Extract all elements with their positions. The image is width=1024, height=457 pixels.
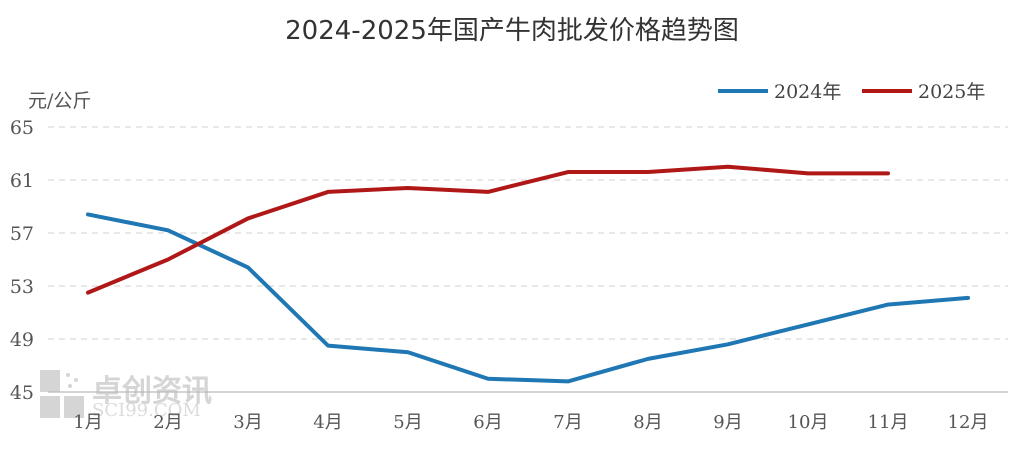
x-tick-label: 7月: [553, 412, 582, 433]
x-tick-label: 2月: [153, 412, 182, 433]
series-line-2024年: [86, 212, 970, 384]
legend-label: 2025年: [918, 81, 985, 103]
y-tick-label: 45: [10, 382, 34, 404]
chart-title: 2024-2025年国产牛肉批发价格趋势图: [285, 16, 739, 46]
watermark-subtext: SCI99.COM: [92, 400, 201, 421]
y-tick-label: 57: [10, 223, 34, 245]
series-line-2025年: [86, 164, 890, 295]
x-tick-label: 3月: [233, 412, 262, 433]
x-tick-label: 12月: [948, 412, 989, 433]
watermark-icon: [40, 370, 84, 418]
x-tick-label: 9月: [713, 412, 742, 433]
legend-label: 2024年: [774, 81, 841, 103]
y-tick-label: 49: [10, 329, 34, 351]
x-tick-label: 5月: [393, 412, 422, 433]
x-tick-label: 4月: [313, 412, 342, 433]
y-tick-label: 65: [10, 117, 34, 139]
y-axis-unit: 元/公斤: [28, 90, 92, 112]
x-tick-label: 8月: [633, 412, 662, 433]
x-tick-label: 11月: [868, 412, 909, 433]
y-tick-label: 53: [10, 276, 34, 298]
x-tick-label: 1月: [73, 412, 102, 433]
x-tick-label: 10月: [788, 412, 829, 433]
y-tick-label: 61: [10, 170, 34, 192]
x-tick-label: 6月: [473, 412, 502, 433]
